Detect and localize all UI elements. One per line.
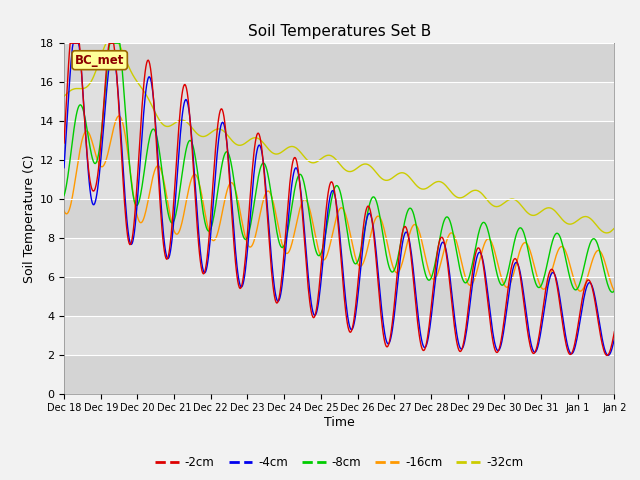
Y-axis label: Soil Temperature (C): Soil Temperature (C) — [23, 154, 36, 283]
Bar — [64, 199, 614, 238]
Bar — [64, 238, 614, 277]
Bar — [64, 43, 614, 82]
Title: Soil Temperatures Set B: Soil Temperatures Set B — [248, 24, 431, 39]
Bar — [64, 160, 614, 199]
Bar — [64, 82, 614, 121]
X-axis label: Time: Time — [324, 416, 355, 429]
Bar — [64, 355, 614, 394]
Legend: -2cm, -4cm, -8cm, -16cm, -32cm: -2cm, -4cm, -8cm, -16cm, -32cm — [150, 452, 528, 474]
Bar — [64, 121, 614, 160]
Text: BC_met: BC_met — [75, 54, 124, 67]
Bar — [64, 277, 614, 316]
Bar — [64, 316, 614, 355]
